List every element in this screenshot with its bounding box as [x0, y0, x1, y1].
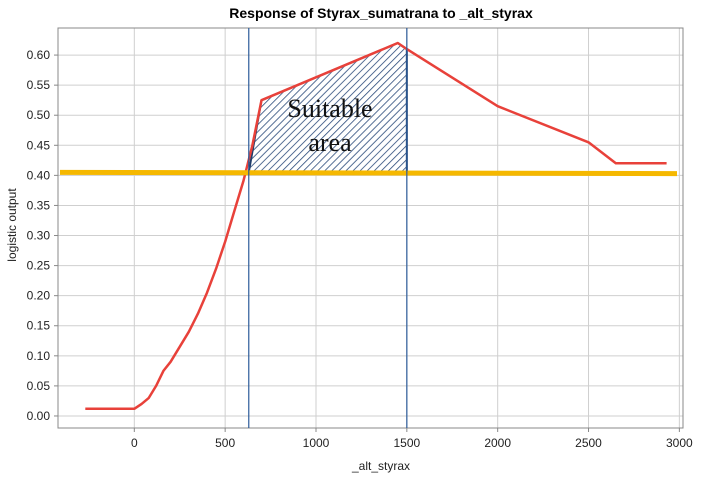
y-tick-label: 0.55 [27, 78, 51, 92]
y-tick-label: 0.05 [27, 379, 51, 393]
y-axis-label: logistic output [5, 188, 19, 262]
y-tick-label: 0.10 [27, 349, 51, 363]
y-tick-label: 0.15 [27, 319, 51, 333]
y-tick-label: 0.00 [27, 409, 51, 423]
y-tick-label: 0.60 [27, 48, 51, 62]
y-tick-label: 0.25 [27, 259, 51, 273]
chart-title: Response of Styrax_sumatrana to _alt_sty… [229, 5, 533, 21]
suitable-area-label-line1: Suitable [287, 94, 372, 123]
x-tick-label: 2000 [484, 436, 511, 450]
x-tick-label: 500 [215, 436, 235, 450]
x-tick-label: 1000 [303, 436, 330, 450]
y-tick-label: 0.35 [27, 198, 51, 212]
y-tick-label: 0.30 [27, 229, 51, 243]
x-tick-label: 0 [131, 436, 138, 450]
y-tick-label: 0.20 [27, 289, 51, 303]
y-tick-label: 0.50 [27, 108, 51, 122]
y-tick-label: 0.45 [27, 138, 51, 152]
x-axis-label: _alt_styrax [351, 459, 410, 473]
x-tick-label: 2500 [575, 436, 602, 450]
threshold-line [60, 172, 677, 173]
y-tick-label: 0.40 [27, 168, 51, 182]
x-tick-label: 3000 [666, 436, 693, 450]
x-tick-label: 1500 [393, 436, 420, 450]
suitable-area-label-line2: area [308, 128, 352, 157]
